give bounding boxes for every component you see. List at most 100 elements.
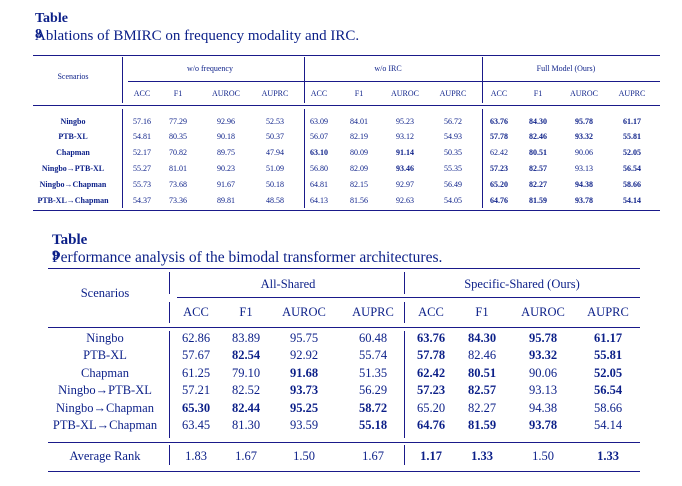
table-cell: 82.52 [231, 383, 261, 397]
table-cell: 93.59 [289, 418, 319, 432]
table-cell: 70.82 [169, 148, 187, 157]
table-cell: 51.35 [358, 366, 388, 380]
table-cell: 93.13 [575, 164, 593, 173]
group-rule [177, 297, 640, 298]
table-cell: 55.74 [358, 348, 388, 362]
table-cell: 81.59 [467, 418, 497, 432]
metric-header: AUPRC [618, 89, 646, 98]
header-rule [48, 327, 640, 328]
table-cell: 61.17 [623, 117, 641, 126]
table-cell: 89.75 [217, 148, 235, 157]
top-rule [48, 268, 640, 269]
table-cell: 82.15 [350, 180, 368, 189]
table-cell: 56.72 [444, 117, 462, 126]
table-cell: 92.92 [289, 348, 319, 362]
row-scenario: Ningbo→Chapman [56, 401, 154, 415]
table-cell: 51.09 [266, 164, 284, 173]
table-cell: 80.35 [169, 132, 187, 141]
table-cell: 54.05 [444, 196, 462, 205]
table-cell: 65.20 [416, 401, 446, 415]
table-cell: 52.17 [133, 148, 151, 157]
table-cell: 61.17 [593, 331, 623, 345]
group-header: All-Shared [260, 277, 316, 291]
table-cell: 92.63 [396, 196, 414, 205]
table-9-number: Table 9 [52, 232, 88, 264]
table-cell: 82.57 [467, 383, 497, 397]
metric-header: AUPRC [261, 89, 289, 98]
table-cell: 62.42 [416, 366, 446, 380]
column-divider [482, 109, 483, 208]
table-cell: 82.09 [350, 164, 368, 173]
table-cell: 82.46 [529, 132, 547, 141]
table-cell: 58.72 [358, 401, 388, 415]
scenarios-header: Scenarios [80, 286, 130, 300]
metric-header: AUROC [521, 305, 565, 319]
table-8-caption: Ablations of BMIRC on frequency modality… [35, 28, 360, 44]
group-header: Full Model (Ours) [536, 64, 596, 73]
table-8-number: Table 8 [35, 11, 68, 42]
table-cell: 84.30 [467, 331, 497, 345]
metric-header: AUROC [569, 89, 598, 98]
table-cell: 77.29 [169, 117, 187, 126]
table-cell: 90.18 [217, 132, 235, 141]
column-divider [122, 109, 123, 208]
table-cell: 89.81 [217, 196, 235, 205]
table-cell: 63.76 [416, 331, 446, 345]
table-cell: 56.29 [358, 383, 388, 397]
table-cell: 82.27 [529, 180, 547, 189]
table-cell: 57.78 [490, 132, 508, 141]
table-cell: 55.81 [593, 348, 623, 362]
table-cell: 55.81 [623, 132, 641, 141]
table-cell: 65.20 [490, 180, 508, 189]
table-cell: 82.27 [467, 401, 497, 415]
table-cell: 54.93 [444, 132, 462, 141]
average-rank-cell: 1.67 [362, 449, 384, 463]
table-cell: 64.76 [490, 196, 508, 205]
average-rank-cell: 1.50 [532, 449, 554, 463]
table-cell: 62.86 [181, 331, 211, 345]
table-cell: 93.78 [528, 418, 558, 432]
table-cell: 93.46 [396, 164, 414, 173]
table-cell: 93.32 [528, 348, 558, 362]
metric-header: ACC [183, 305, 209, 319]
average-rank-cell: 1.33 [471, 449, 493, 463]
table-cell: 82.46 [467, 348, 497, 362]
header-rule [33, 105, 660, 106]
table-cell: 54.81 [133, 132, 151, 141]
table-cell: 95.78 [575, 117, 593, 126]
table-cell: 63.10 [310, 148, 328, 157]
table-cell: 83.89 [231, 331, 261, 345]
table-cell: 56.80 [310, 164, 328, 173]
average-rank-cell: 1.50 [293, 449, 315, 463]
column-divider [169, 272, 170, 294]
metric-header: ACC [418, 305, 444, 319]
table-cell: 82.19 [350, 132, 368, 141]
metric-header: F1 [475, 305, 489, 319]
table-cell: 48.58 [266, 196, 284, 205]
table-cell: 80.09 [350, 148, 368, 157]
rank-rule [48, 442, 640, 443]
table-cell: 56.49 [444, 180, 462, 189]
table-cell: 57.23 [416, 383, 446, 397]
table-cell: 93.78 [575, 196, 593, 205]
table-cell: 60.48 [358, 331, 388, 345]
row-scenario: Ningbo [60, 117, 86, 126]
table-cell: 57.16 [133, 117, 151, 126]
table-cell: 95.23 [396, 117, 414, 126]
table-cell: 64.81 [310, 180, 328, 189]
metric-header: ACC [490, 89, 508, 98]
table-cell: 56.07 [310, 132, 328, 141]
table-cell: 63.45 [181, 418, 211, 432]
table-cell: 73.36 [169, 196, 187, 205]
metric-header: ACC [310, 89, 328, 98]
bottom-rule [33, 210, 660, 211]
column-divider [169, 331, 170, 438]
table-cell: 52.53 [266, 117, 284, 126]
table-cell: 93.73 [289, 383, 319, 397]
average-rank-cell: 1.83 [185, 449, 207, 463]
table-cell: 57.67 [181, 348, 211, 362]
table-cell: 62.42 [490, 148, 508, 157]
table-cell: 52.05 [623, 148, 641, 157]
table-cell: 80.51 [467, 366, 497, 380]
table-cell: 82.54 [231, 348, 261, 362]
